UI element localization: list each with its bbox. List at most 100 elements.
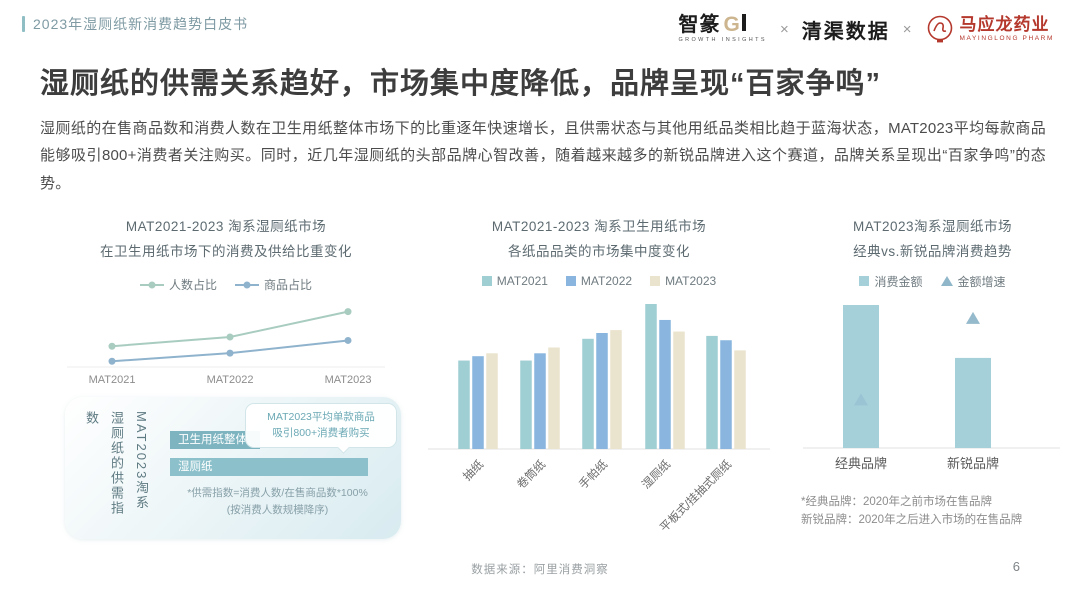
- hbar-wet-toilet-paper: 湿厕纸: [170, 457, 368, 476]
- x-tick-label: 经典品牌: [835, 456, 887, 471]
- data-point: [108, 342, 116, 350]
- logo-separator: ×: [780, 20, 789, 38]
- chart1-title: MAT2021-2023 淘系湿厕纸市场 在卫生用纸市场下的消费及供给比重变化: [45, 215, 407, 265]
- growth-triangle-marker: [966, 311, 980, 324]
- data-point: [226, 333, 234, 341]
- bar-MAT2021: [520, 360, 532, 449]
- legend-label: 商品占比: [264, 278, 313, 293]
- page-number: 6: [1012, 559, 1020, 574]
- legend-label: 人数占比: [168, 278, 217, 293]
- mayinglong-logo-text: 马应龙药业: [959, 14, 1050, 34]
- logo-row: 智篆 G GROWTH INSIGHTS × 清渠数据 × 马应龙药业 MAYI…: [678, 14, 1054, 44]
- chart2-title: MAT2021-2023 淘系卫生用纸市场 各纸品品类的市场集中度变化: [418, 215, 780, 265]
- bar-MAT2022: [659, 319, 671, 449]
- brand-bar-chart: 经典品牌 新锐品牌: [803, 304, 1060, 471]
- callout-line2: 吸引800+消费者购买: [272, 426, 370, 439]
- chart3-title-line1: MAT2023淘系湿厕纸市场: [852, 219, 1013, 234]
- line-dot-marker: [139, 281, 164, 289]
- supply-box-footnote: *供需指数=消费人数/在售商品数*100% (按消费人数规模降序): [170, 485, 385, 519]
- x-tick-label: 手帕纸: [576, 457, 611, 492]
- mayinglong-logo: 马应龙药业 MAYINGLONG PHARM: [925, 14, 1054, 44]
- legend-item: 消费金额: [859, 273, 923, 290]
- chart3-footnotes: *经典品牌：2020年之前市场在售品牌 新锐品牌：2020年之后进入市场的在售品…: [795, 493, 1070, 530]
- data-point: [108, 357, 116, 365]
- chart3-title: MAT2023淘系湿厕纸市场 经典vs.新锐品牌消费趋势: [795, 215, 1070, 265]
- data-point: [344, 336, 352, 344]
- supply-box-side-label-col1: MAT2023淘系: [134, 410, 149, 511]
- bar-MAT2022: [472, 356, 484, 449]
- callout-bubble: MAT2023平均单款商品 吸引800+消费者购买: [245, 402, 397, 449]
- triangle-marker: [940, 276, 953, 287]
- chart1-legend: 人数占比 商品占比: [45, 273, 407, 292]
- legend-item: 金额增速: [940, 273, 1006, 290]
- square-marker: [481, 275, 492, 286]
- x-tick-label: MAT2022: [207, 374, 254, 386]
- chart1-title-line1: MAT2021-2023 淘系湿厕纸市场: [125, 219, 327, 234]
- header: 2023年湿厕纸新消费趋势白皮书 智篆 G GROWTH INSIGHTS × …: [22, 14, 1054, 44]
- legend-item: 商品占比: [235, 276, 312, 293]
- zhizhuan-logo: 智篆 G GROWTH INSIGHTS: [678, 14, 767, 44]
- supply-box-side-label: MAT2023淘系 湿厕纸的供需指数: [65, 397, 158, 539]
- hbar-hygiene-paper-overall: 卫生用纸整体: [170, 430, 261, 449]
- bar-MAT2021: [706, 335, 718, 449]
- supply-index-box: MAT2023淘系 湿厕纸的供需指数 卫生用纸整体 湿厕纸 *供需指数=消费人数…: [65, 396, 401, 539]
- chart2-title-line2: 各纸品品类的市场集中度变化: [508, 243, 690, 259]
- legend-item: 人数占比: [139, 276, 217, 293]
- data-source: 数据来源：阿里消费洞察: [471, 564, 609, 576]
- line-chart: MAT2021 MAT2022 MAT2023: [67, 308, 385, 386]
- legend-item: MAT2021: [481, 273, 548, 288]
- x-tick-label: MAT2023: [325, 374, 372, 386]
- bar-MAT2023: [734, 350, 746, 449]
- supply-box-side-label-col2: 湿厕纸的供需指数: [84, 410, 124, 516]
- bar-新锐品牌: [955, 357, 991, 448]
- bar-MAT2021: [645, 303, 657, 449]
- chart2-title-line1: MAT2021-2023 淘系卫生用纸市场: [491, 219, 707, 234]
- doc-title: 2023年湿厕纸新消费趋势白皮书: [33, 16, 249, 32]
- accent-bar: [22, 16, 25, 32]
- mayinglong-emblem-icon: [927, 15, 952, 43]
- new-brand-definition: 新锐品牌：2020年之后进入市场的在售品牌: [801, 514, 1023, 527]
- bar-MAT2023: [610, 330, 622, 449]
- supply-box-content: 卫生用纸整体 湿厕纸 *供需指数=消费人数/在售商品数*100% (按消费人数规…: [158, 397, 401, 539]
- callout-line1: MAT2023平均单款商品: [267, 410, 375, 423]
- legend-label: MAT2023: [665, 273, 717, 288]
- qingqu-logo-text: 清渠数据: [801, 20, 890, 43]
- chart3-legend: 消费金额 金额增速: [795, 273, 1070, 289]
- x-tick-label: MAT2021: [89, 374, 136, 386]
- data-point: [344, 308, 352, 316]
- legend-item: MAT2023: [650, 274, 716, 288]
- bar-MAT2021: [582, 338, 594, 449]
- x-tick-label: 新锐品牌: [947, 456, 999, 471]
- data-point: [226, 349, 234, 357]
- square-marker: [650, 275, 661, 286]
- chart1-title-line2: 在卫生用纸市场下的消费及供给比重变化: [100, 243, 352, 259]
- series-line: [111, 310, 349, 348]
- bar-MAT2023: [486, 353, 498, 449]
- legend-label: MAT2021: [496, 273, 548, 288]
- panel-supply-demand-trend: MAT2021-2023 淘系湿厕纸市场 在卫生用纸市场下的消费及供给比重变化 …: [45, 215, 407, 539]
- bar-MAT2023: [673, 331, 685, 449]
- square-marker: [859, 276, 870, 287]
- growth-triangle-marker: [854, 393, 868, 406]
- panel-classic-vs-new: MAT2023淘系湿厕纸市场 经典vs.新锐品牌消费趋势 消费金额 金额增速 经典…: [795, 215, 1070, 530]
- mayinglong-logo-subtext: MAYINGLONG PHARM: [959, 34, 1054, 42]
- bar-经典品牌: [843, 304, 879, 448]
- supply-index-formula: *供需指数=消费人数/在售商品数*100%: [187, 486, 368, 499]
- page-title: 湿厕纸的供需关系趋好，市场集中度降低，品牌呈现“百家争鸣”: [40, 68, 882, 100]
- square-marker: [565, 275, 576, 286]
- supply-index-sort-note: (按消费人数规模降序): [226, 503, 329, 516]
- zhizhuan-i-glyph: [741, 14, 746, 32]
- zhizhuan-g-glyph: G: [723, 13, 740, 37]
- panel-market-concentration: MAT2021-2023 淘系卫生用纸市场 各纸品品类的市场集中度变化 MAT2…: [418, 215, 780, 539]
- classic-brand-definition: *经典品牌：2020年之前市场在售品牌: [801, 495, 993, 508]
- bar-MAT2022: [534, 353, 546, 449]
- legend-label: 消费金额: [874, 274, 923, 289]
- x-tick-label: 湿厕纸: [640, 458, 674, 492]
- zhizhuan-logo-row: 智篆 G: [678, 13, 746, 37]
- chart2-legend: MAT2021 MAT2022 MAT2023: [418, 273, 780, 289]
- mayinglong-logo-text-block: 马应龙药业 MAYINGLONG PHARM: [960, 16, 1054, 43]
- x-tick-label: 抽纸: [460, 457, 487, 484]
- x-tick-label: 卷筒纸: [514, 457, 549, 492]
- zhizhuan-logo-subtext: GROWTH INSIGHTS: [678, 37, 767, 44]
